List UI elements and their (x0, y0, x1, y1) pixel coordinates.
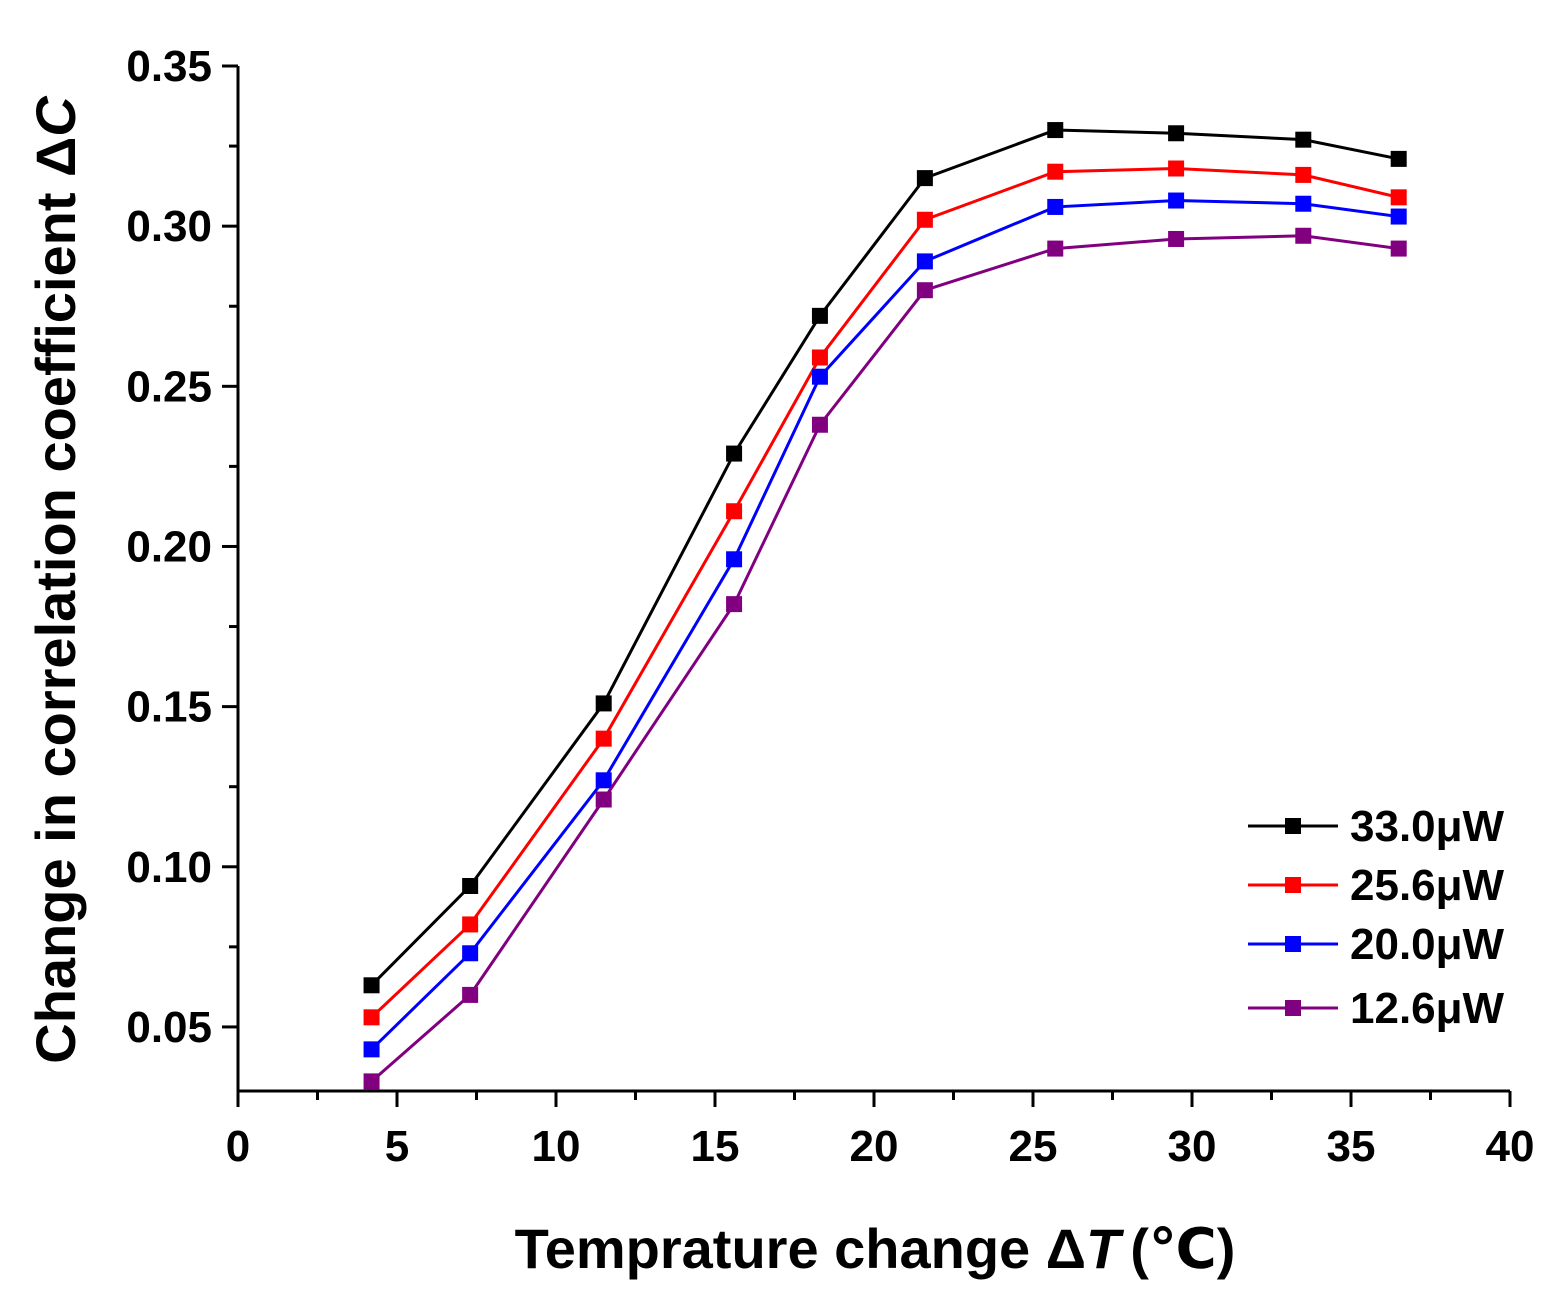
data-point (1047, 240, 1064, 257)
data-point (1168, 230, 1185, 247)
x-tick-label: 25 (1009, 1122, 1058, 1171)
data-point (916, 211, 933, 228)
y-tick-label: 0.05 (126, 1003, 212, 1052)
data-point (363, 1041, 380, 1058)
data-point (916, 170, 933, 187)
data-point (726, 551, 743, 568)
data-point (1295, 227, 1312, 244)
legend-item: 20.0μW (1248, 920, 1505, 969)
data-point (595, 772, 612, 789)
data-point (1047, 163, 1064, 180)
y-axis-title: Change in correlation coefficient ΔC (24, 95, 87, 1064)
legend: 33.0μW 25.6μW 20.0μW 12.6μW (1248, 802, 1505, 1033)
axes: 0 5 10 15 20 25 30 35 40 0.05 0.10 0.15 0.20 0.25 0.30… (126, 42, 1534, 1171)
x-tick-label: 20 (850, 1122, 899, 1171)
x-tick-label: 5 (385, 1122, 409, 1171)
series-line (370, 199, 1399, 1051)
y-tick-label: 0.15 (126, 683, 212, 732)
series-33-0-W (363, 122, 1407, 994)
x-tick-label: 40 (1486, 1122, 1535, 1171)
x-tick-label: 35 (1327, 1122, 1376, 1171)
data-point (916, 253, 933, 270)
legend-label: 33.0μW (1350, 802, 1505, 851)
data-point (726, 503, 743, 520)
data-point (1047, 198, 1064, 215)
y-tick-label: 0.25 (126, 362, 212, 411)
x-tick-label: 15 (691, 1122, 740, 1171)
data-point (1168, 160, 1185, 177)
data-point (1295, 166, 1312, 183)
y-tick-label: 0.20 (126, 522, 212, 571)
series-20-0-W (363, 192, 1407, 1058)
x-tick-label: 10 (532, 1122, 581, 1171)
data-point (462, 878, 479, 894)
data-point (1295, 195, 1312, 212)
series-12-6-W (363, 227, 1407, 1090)
data-point (462, 986, 479, 1003)
data-point (811, 368, 828, 385)
y-tick-label: 0.35 (126, 42, 212, 91)
data-point (363, 1009, 380, 1026)
legend-item: 33.0μW (1248, 802, 1505, 851)
series-line (370, 166, 1400, 1019)
legend-marker (1285, 1000, 1301, 1016)
data-point (462, 945, 479, 962)
data-point (595, 695, 612, 712)
data-point (1390, 240, 1407, 257)
data-point (1168, 125, 1185, 142)
data-point (726, 445, 743, 462)
y-tick-label: 0.10 (126, 843, 212, 892)
data-point (726, 596, 743, 613)
legend-item: 12.6μW (1248, 984, 1505, 1033)
data-point (1390, 150, 1407, 167)
legend-label: 25.6μW (1350, 861, 1505, 910)
legend-marker (1285, 818, 1301, 834)
data-point (462, 916, 479, 933)
data-point (916, 282, 933, 299)
x-tick-label: 30 (1168, 1122, 1217, 1171)
data-point (363, 977, 380, 994)
y-tick-label: 0.30 (126, 202, 212, 251)
data-point (595, 730, 612, 747)
data-point (1295, 131, 1312, 148)
x-tick-label: 0 (226, 1122, 250, 1171)
data-point (811, 349, 828, 366)
x-axis-title: Temprature change ΔT (℃) (515, 1217, 1236, 1280)
legend-label: 20.0μW (1350, 920, 1505, 969)
legend-marker (1285, 936, 1301, 952)
data-point (1390, 189, 1407, 206)
data-point (811, 307, 828, 324)
data-point (1047, 122, 1064, 139)
legend-marker (1285, 877, 1301, 893)
series-25-6-W (363, 160, 1407, 1026)
data-point (595, 791, 612, 808)
data-point (363, 1073, 380, 1090)
series-line (370, 128, 1399, 987)
legend-item: 25.6μW (1248, 861, 1505, 910)
legend-label: 12.6μW (1350, 984, 1505, 1033)
series-group (363, 122, 1407, 1090)
data-point (811, 416, 828, 433)
data-point (1390, 208, 1407, 225)
series-line (370, 234, 1399, 1083)
data-point (1168, 192, 1185, 209)
